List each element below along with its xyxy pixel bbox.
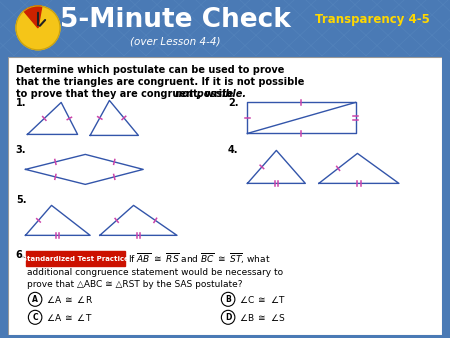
Wedge shape — [24, 6, 42, 28]
Text: A: A — [32, 295, 38, 304]
Text: D: D — [225, 313, 231, 322]
Text: that the triangles are congruent. If it is not possible: that the triangles are congruent. If it … — [16, 77, 304, 88]
Text: If $\overline{AB}$ $\cong$ $\overline{RS}$ and $\overline{BC}$ $\cong$ $\overlin: If $\overline{AB}$ $\cong$ $\overline{RS… — [128, 252, 270, 266]
Text: Determine which postulate can be used to prove: Determine which postulate can be used to… — [16, 66, 284, 75]
Text: $\angle$A $\cong$ $\angle$T: $\angle$A $\cong$ $\angle$T — [46, 312, 92, 323]
Text: $\angle$A $\cong$ $\angle$R: $\angle$A $\cong$ $\angle$R — [46, 294, 93, 305]
Text: 5-Minute Check: 5-Minute Check — [59, 7, 290, 33]
Text: 4.: 4. — [228, 145, 238, 155]
Text: prove that △ABC ≅ △RST by the SAS postulate?: prove that △ABC ≅ △RST by the SAS postul… — [27, 280, 243, 289]
Text: 3.: 3. — [16, 145, 26, 155]
Text: 5.: 5. — [16, 195, 26, 206]
Text: (over Lesson 4-4): (over Lesson 4-4) — [130, 37, 220, 47]
Text: Transparency 4-5: Transparency 4-5 — [315, 14, 430, 26]
Text: to prove that they are congruent, write: to prove that they are congruent, write — [16, 90, 237, 99]
Text: $\angle$C $\cong$ $\angle$T: $\angle$C $\cong$ $\angle$T — [239, 294, 285, 305]
Text: C: C — [32, 313, 38, 322]
FancyBboxPatch shape — [27, 251, 125, 266]
Text: additional congruence statement would be necessary to: additional congruence statement would be… — [27, 268, 283, 277]
Text: 1.: 1. — [16, 98, 26, 108]
FancyBboxPatch shape — [8, 57, 442, 335]
Text: B: B — [225, 295, 231, 304]
Text: not possible.: not possible. — [175, 90, 246, 99]
Text: $\angle$B $\cong$ $\angle$S: $\angle$B $\cong$ $\angle$S — [239, 312, 285, 323]
Text: 6.: 6. — [16, 250, 26, 260]
Text: 2.: 2. — [228, 98, 238, 108]
Text: Standardized Test Practice: Standardized Test Practice — [22, 256, 129, 262]
Circle shape — [16, 6, 60, 50]
